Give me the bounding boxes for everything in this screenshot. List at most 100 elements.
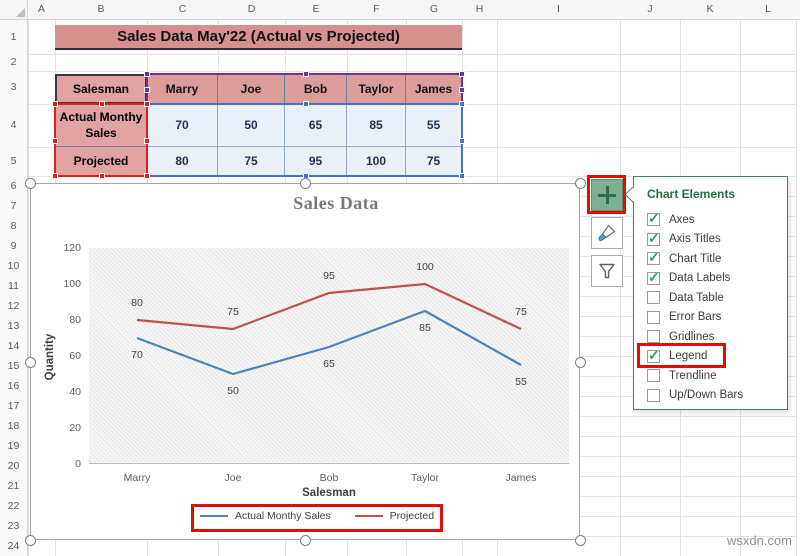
selection-purple-handle[interactable] [144,87,150,93]
table-cell[interactable]: 80 [147,147,218,176]
selection-blue-handle[interactable] [302,101,309,107]
row-header[interactable]: 16 [7,380,20,392]
row-header[interactable]: 24 [7,540,20,552]
table-row-label[interactable]: Projected [55,147,147,176]
row-header[interactable]: 2 [10,56,17,68]
table-corner-header[interactable]: Salesman [55,74,147,104]
selection-red-handle[interactable] [52,138,58,144]
table-cell[interactable]: 100 [347,147,406,176]
row-header[interactable]: 14 [7,340,20,352]
selection-purple-handle[interactable] [302,71,309,77]
table-header-cell[interactable]: Taylor [347,74,406,104]
row-header[interactable]: 23 [7,520,20,532]
row-header[interactable]: 19 [7,440,20,452]
checkbox[interactable] [647,388,660,402]
selection-purple-handle[interactable] [459,71,465,77]
selection-red-handle[interactable] [52,101,58,107]
checkbox[interactable] [647,330,660,344]
selection-red-handle[interactable] [52,173,58,179]
row-header[interactable]: 3 [10,81,17,93]
row-header[interactable]: 4 [10,119,17,131]
row-header[interactable]: 9 [10,240,17,252]
selection-red-handle[interactable] [144,173,150,179]
selection-blue-handle[interactable] [459,101,465,107]
line-chart[interactable]: Sales Data Quantity Salesman 0 20 40 60 80 10… [25,178,586,546]
legend-entry[interactable]: Projected [354,510,434,522]
column-header[interactable]: E [312,3,320,15]
row-header[interactable]: 20 [7,460,20,472]
checkbox[interactable] [647,310,660,324]
checkbox[interactable]: ✓ [647,270,660,285]
column-header[interactable]: I [557,3,560,15]
select-all-corner[interactable] [0,0,28,20]
chart-element-item-trendline[interactable]: Trendline [647,366,782,386]
chart-element-item-error-bars[interactable]: Error Bars [647,308,782,328]
chart-filters-button[interactable] [591,255,623,287]
row-header[interactable]: 1 [10,31,17,43]
checkbox[interactable] [647,369,660,383]
selection-red-handle[interactable] [99,173,105,179]
chart-resize-handle[interactable] [575,178,586,189]
chart-resize-handle[interactable] [300,178,311,189]
column-header[interactable]: G [429,3,439,15]
table-header-cell[interactable]: Marry [147,74,218,104]
chart-elements-button[interactable] [591,179,623,211]
row-header[interactable]: 17 [7,400,20,412]
table-cell[interactable]: 65 [285,104,347,147]
x-axis-title[interactable]: Salesman [302,487,356,499]
chart-element-item-gridlines[interactable]: Gridlines [647,327,782,347]
column-header[interactable]: K [706,3,714,15]
checkbox[interactable] [647,291,660,305]
chart-resize-handle[interactable] [575,535,586,546]
table-cell[interactable]: 85 [347,104,406,147]
chart-legend[interactable]: Actual Monthy Sales Projected [199,510,434,522]
column-header[interactable]: F [373,3,380,15]
column-header[interactable]: A [37,3,45,15]
row-header[interactable]: 7 [10,200,17,212]
table-header-cell[interactable]: Bob [285,74,347,104]
column-header[interactable]: C [178,3,187,15]
column-header[interactable]: D [247,3,256,15]
row-header[interactable]: 8 [10,220,17,232]
column-header[interactable]: H [475,3,484,15]
row-header[interactable]: 5 [10,155,17,167]
row-header[interactable]: 13 [7,320,20,332]
selection-red-handle[interactable] [99,101,105,107]
column-header[interactable]: B [97,3,105,15]
chart-element-item-up-down-bars[interactable]: Up/Down Bars [647,386,782,406]
checkbox[interactable]: ✓ [647,348,660,363]
chart-element-item-axis-titles[interactable]: ✓ Axis Titles [647,230,782,250]
column-header[interactable]: L [765,3,771,15]
legend-entry[interactable]: Actual Monthy Sales [199,510,331,522]
selection-blue-handle[interactable] [459,173,465,179]
row-header[interactable]: 15 [7,360,20,372]
chart-element-item-chart-title[interactable]: ✓ Chart Title [647,249,782,269]
row-header[interactable]: 11 [8,280,19,292]
chart-resize-handle[interactable] [25,178,36,189]
table-header-cell[interactable]: James [406,74,462,104]
row-header[interactable]: 12 [7,300,20,312]
table-header-cell[interactable]: Joe [218,74,285,104]
row-header[interactable]: 22 [7,500,20,512]
selection-purple-handle[interactable] [144,71,150,77]
chart-styles-button[interactable] [591,217,623,249]
selection-red-handle[interactable] [144,101,150,107]
chart-resize-handle[interactable] [25,535,36,546]
checkbox[interactable]: ✓ [647,231,660,246]
chart-element-item-legend[interactable]: ✓ Legend [647,347,782,367]
row-header[interactable]: 18 [7,420,20,432]
chart-resize-handle[interactable] [575,356,586,368]
selection-blue-handle[interactable] [459,138,465,144]
table-row-label[interactable]: Actual Monthy Sales [55,104,147,147]
chart-resize-handle[interactable] [300,535,311,546]
chart-title[interactable]: Sales Data [293,193,379,213]
checkbox[interactable]: ✓ [647,250,660,266]
table-cell[interactable]: 55 [406,104,462,147]
selection-purple-handle[interactable] [459,87,465,93]
selection-red-handle[interactable] [144,138,150,144]
row-header[interactable]: 10 [7,260,20,272]
row-header[interactable]: 21 [7,480,20,492]
chart-element-item-axes[interactable]: ✓ Axes [647,210,782,230]
table-cell[interactable]: 75 [218,147,285,176]
table-cell[interactable]: 70 [147,104,218,147]
